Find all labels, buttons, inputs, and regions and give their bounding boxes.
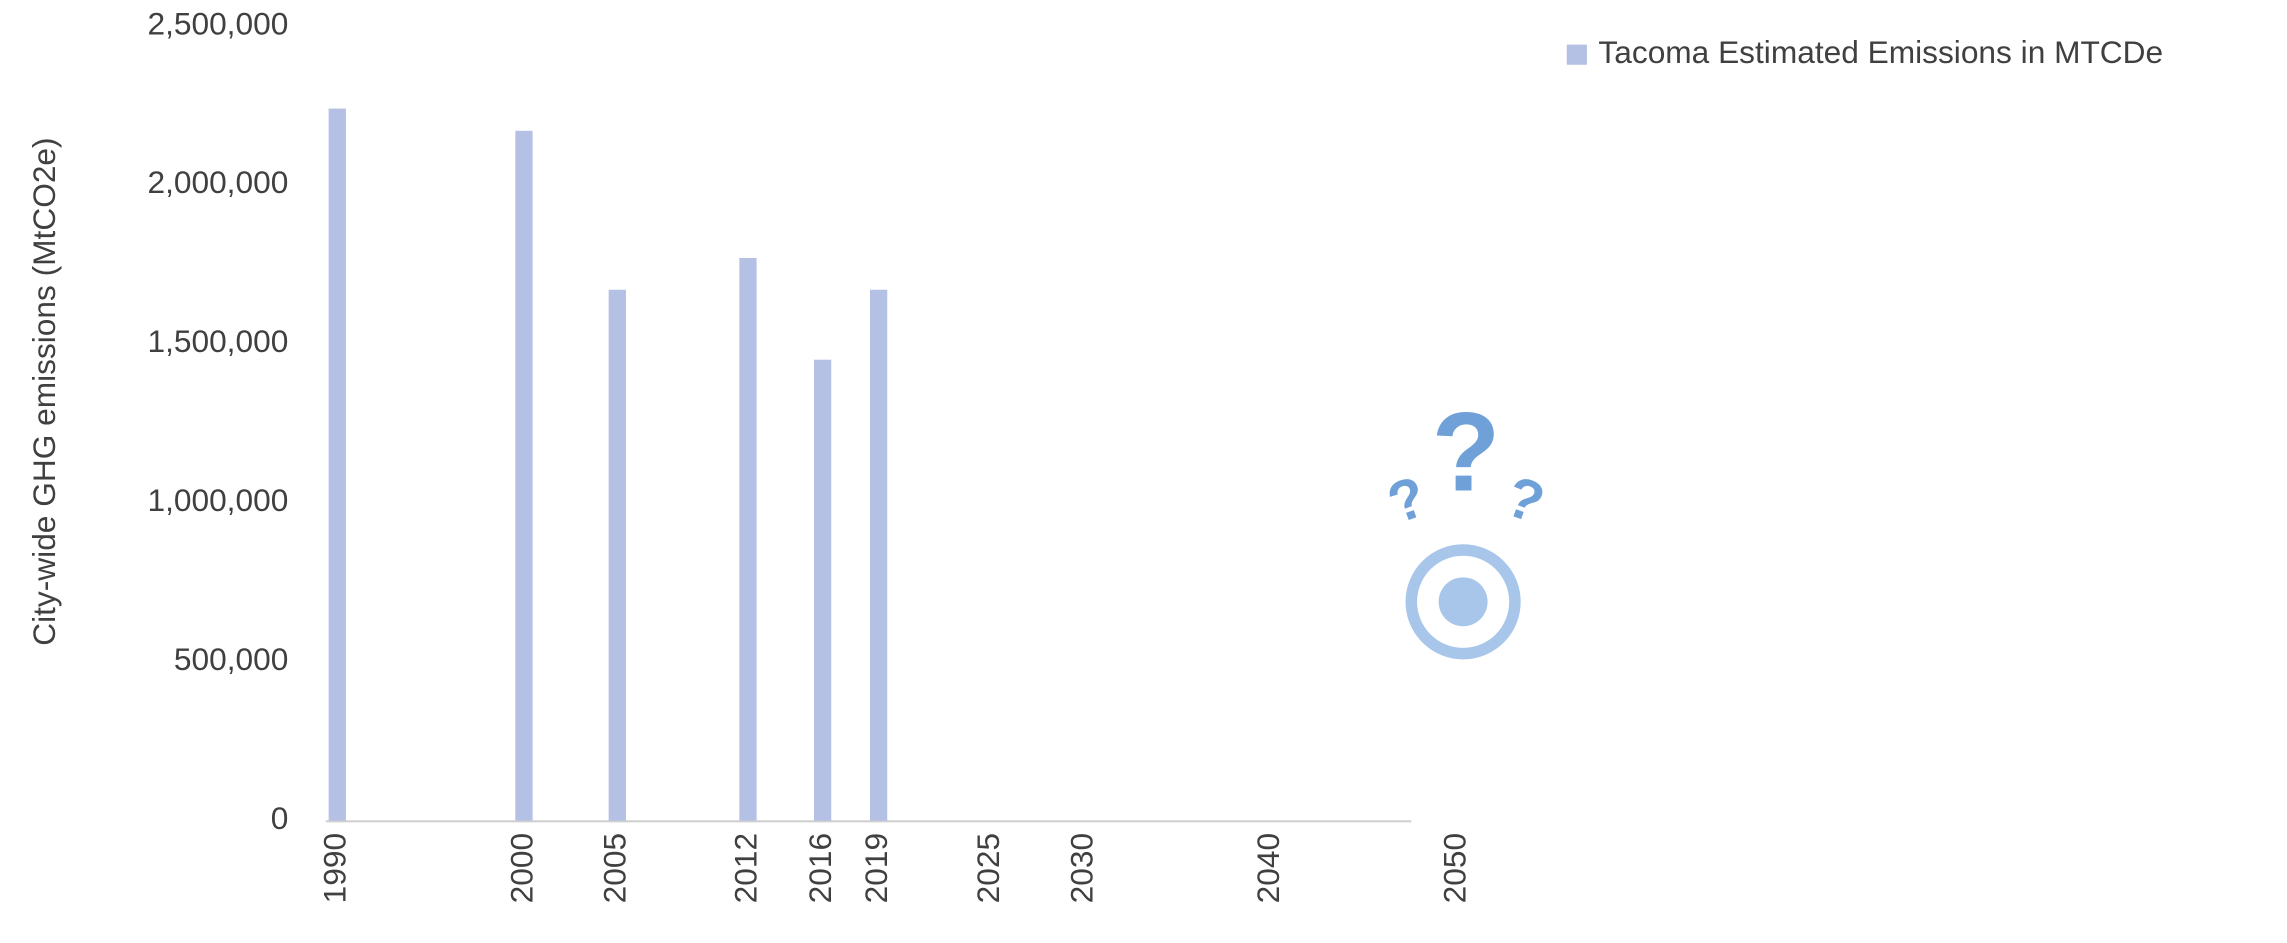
x-tick-label: 2040: [1250, 833, 1286, 903]
bar: [870, 289, 888, 821]
x-tick-label: 1990: [317, 833, 353, 903]
bar: [328, 108, 346, 821]
svg-text:?: ?: [1497, 464, 1552, 536]
bar: [814, 359, 832, 821]
x-tick-label: 2016: [802, 833, 838, 903]
y-tick-label: 1,500,000: [147, 323, 288, 359]
y-tick-label: 2,500,000: [147, 5, 288, 41]
x-tick-label: 2005: [597, 833, 633, 903]
y-tick-label: 2,000,000: [147, 164, 288, 200]
question-icon: ? ? ?: [1380, 388, 1552, 660]
x-tick-label: 2030: [1063, 833, 1099, 903]
y-tick-label: 1,000,000: [147, 482, 288, 518]
x-tick-label: 2000: [503, 833, 539, 903]
svg-text:?: ?: [1432, 388, 1501, 514]
x-tick-label: 2050: [1437, 833, 1473, 903]
x-tick-label: 2012: [727, 833, 763, 903]
x-tick-label: 2019: [858, 833, 894, 903]
svg-text:?: ?: [1380, 464, 1435, 536]
y-axis-label: City-wide GHG emissions (MtCO2e): [26, 137, 62, 645]
bar: [515, 130, 533, 821]
y-tick-label: 0: [271, 800, 289, 836]
bar: [608, 289, 626, 821]
bar: [739, 257, 757, 821]
legend-label: Tacoma Estimated Emissions in MTCDe: [1598, 34, 2163, 70]
legend-swatch: [1566, 44, 1587, 65]
x-tick-label: 2025: [970, 833, 1006, 903]
y-tick-label: 500,000: [174, 641, 288, 677]
